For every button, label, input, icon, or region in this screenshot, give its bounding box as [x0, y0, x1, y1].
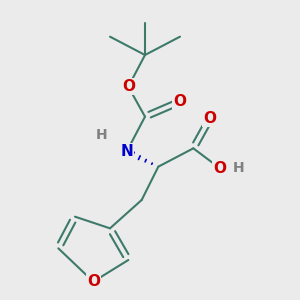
- Text: O: O: [214, 161, 226, 176]
- Text: O: O: [173, 94, 187, 109]
- Text: N: N: [120, 144, 133, 159]
- Text: H: H: [232, 161, 244, 175]
- Text: O: O: [87, 274, 100, 289]
- Text: H: H: [96, 128, 107, 142]
- Text: O: O: [122, 79, 135, 94]
- Text: O: O: [203, 111, 217, 126]
